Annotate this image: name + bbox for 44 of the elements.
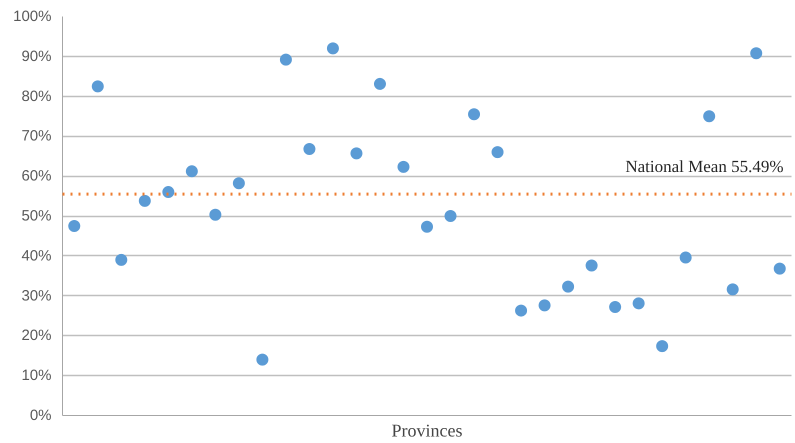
y-tick-label: 20% — [21, 327, 52, 344]
y-tick-label: 10% — [21, 367, 52, 384]
point — [326, 42, 339, 54]
point — [726, 283, 739, 296]
point — [538, 299, 551, 312]
point — [632, 297, 645, 310]
point — [703, 110, 716, 122]
point — [138, 194, 151, 207]
y-tick-label: 70% — [21, 128, 52, 145]
point — [421, 220, 433, 233]
point — [350, 147, 362, 160]
point — [374, 78, 386, 90]
point — [92, 80, 104, 92]
point — [468, 108, 480, 120]
point — [68, 220, 80, 232]
point — [774, 262, 786, 275]
point — [280, 54, 292, 66]
point — [586, 259, 598, 272]
point — [492, 146, 504, 158]
y-tick-label: 90% — [21, 48, 52, 65]
y-tick-label: 30% — [21, 287, 52, 304]
y-tick-label: 100% — [13, 8, 52, 25]
y-tick-label: 80% — [21, 88, 52, 105]
point — [656, 340, 668, 352]
ref-line-label: National Mean 55.49% — [625, 157, 784, 176]
point — [115, 254, 128, 266]
y-tick-label: 60% — [21, 168, 52, 185]
x-axis-title: Provinces — [392, 420, 463, 440]
point — [444, 210, 457, 222]
point — [680, 252, 692, 264]
point — [209, 208, 222, 221]
point — [562, 280, 574, 293]
point — [162, 186, 174, 198]
point — [303, 142, 316, 155]
point — [515, 304, 528, 317]
y-tick-label: 50% — [21, 208, 52, 224]
point — [750, 47, 762, 60]
point — [397, 160, 410, 173]
point — [232, 177, 245, 190]
point — [609, 300, 622, 313]
y-tick-label: 40% — [21, 247, 52, 264]
y-tick-label: 0% — [30, 407, 52, 424]
point — [256, 354, 268, 366]
point — [186, 165, 198, 178]
